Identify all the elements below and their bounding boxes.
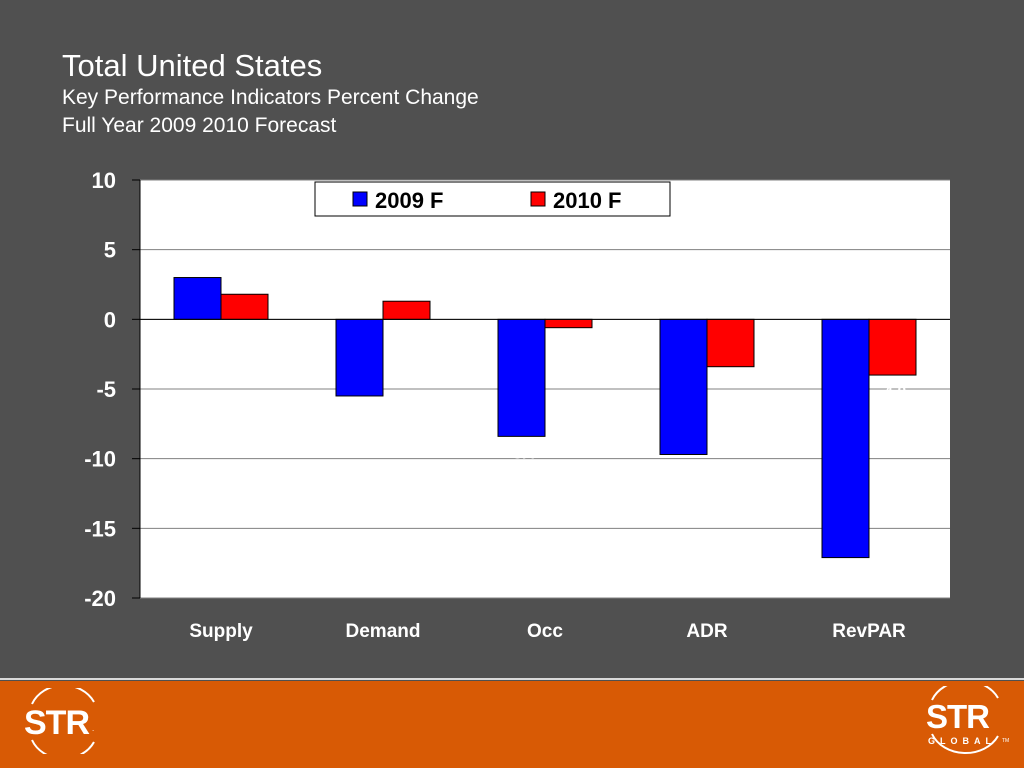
chart-subtitle: Key Performance Indicators Percent Chang… <box>62 86 479 109</box>
str-logo-arc-icon <box>31 688 95 754</box>
x-tick-label: ADR <box>686 621 727 642</box>
y-tick-label: -20 <box>84 586 116 611</box>
str-logo-mark: . <box>92 724 95 733</box>
str-global-logo-word: STR <box>926 698 990 735</box>
chart-title: Total United States <box>62 48 323 83</box>
bar <box>382 300 431 320</box>
bar <box>659 318 708 455</box>
data-label: -8.4 <box>508 445 536 462</box>
footer-divider <box>0 678 1024 680</box>
legend-label: 2010 F <box>553 188 622 213</box>
str-global-logo-mark: TM <box>1002 738 1010 744</box>
str-global-logo-sub: GLOBAL <box>928 736 996 746</box>
chart-subtitle-period: Full Year 2009 2010 Forecast <box>62 114 337 137</box>
data-label: -3.4 <box>717 376 745 393</box>
data-label: -5.5 <box>346 405 374 422</box>
bar <box>821 318 870 559</box>
legend-swatch <box>352 191 368 207</box>
bar <box>868 318 917 376</box>
str-global-logo-arc-icon <box>931 686 999 755</box>
data-label: -4.0 <box>879 384 907 401</box>
x-tick-label: Supply <box>189 621 253 642</box>
y-tick-label: -15 <box>84 516 116 541</box>
y-tick-label: 0 <box>104 307 116 332</box>
data-label: -0.6 <box>555 337 583 354</box>
bar <box>544 318 593 329</box>
bar-chart: 10 5 0 -5 -10 -15 -20 Supply 3.0 1.8 Demand -5.5 1.3… <box>84 168 950 642</box>
str-global-logo: STR GLOBAL TM <box>918 686 1014 756</box>
y-tick-label: -5 <box>96 377 116 402</box>
data-label: 1.3 <box>395 280 417 297</box>
data-label: 1.8 <box>233 273 255 290</box>
legend-label: 2009 F <box>375 188 444 213</box>
x-tick-label: Demand <box>346 621 421 642</box>
footer-band <box>0 681 1024 768</box>
y-tick-label: 10 <box>92 168 116 193</box>
title-block: Total United States Key Performance Indi… <box>62 48 479 140</box>
str-logo: STR . <box>20 688 110 754</box>
bar <box>497 318 546 437</box>
x-tick-label: RevPAR <box>832 621 906 642</box>
data-label: -17.1 <box>827 567 864 584</box>
str-logo-word: STR <box>24 704 90 742</box>
legend-swatch <box>530 191 546 207</box>
data-label: 3.0 <box>186 257 208 274</box>
x-tick-label: Occ <box>527 621 563 642</box>
bar <box>706 318 755 368</box>
y-tick-label: -10 <box>84 447 116 472</box>
bar <box>220 293 269 320</box>
data-label: -9.7 <box>670 463 698 480</box>
bar <box>335 318 384 397</box>
y-tick-label: 5 <box>104 238 116 263</box>
bar <box>173 277 222 320</box>
legend-box <box>314 181 671 217</box>
